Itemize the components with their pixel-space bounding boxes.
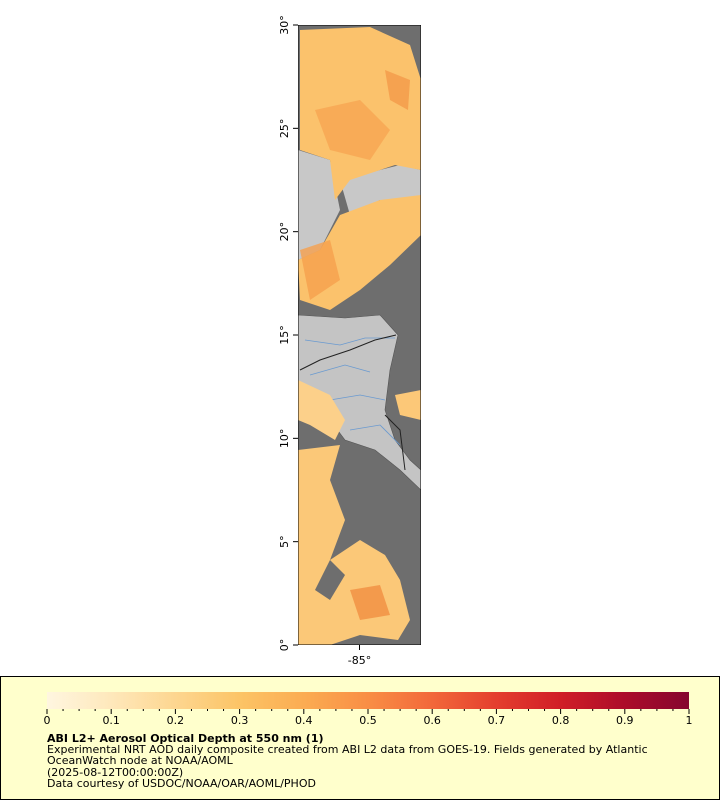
lat-tick-label: 5° — [278, 535, 291, 548]
aerosol-field — [350, 585, 390, 620]
colorbar-tick-label: 0.8 — [552, 714, 570, 727]
lat-tick-label: 10° — [278, 429, 291, 449]
lat-tick-label: 0° — [278, 639, 291, 652]
colorbar-tick-label: 0.5 — [359, 714, 377, 727]
colorbar-tick-label: 0.7 — [488, 714, 506, 727]
colorbar-tick-label: 0 — [44, 714, 51, 727]
aerosol-field — [395, 390, 421, 420]
lat-tick-label: 15° — [278, 325, 291, 345]
colorbar-tick-label: 0.3 — [231, 714, 249, 727]
legend-title: ABI L2+ Aerosol Optical Depth at 550 nm … — [47, 732, 324, 745]
lon-tick-label: -85° — [348, 654, 371, 667]
lat-tick-label: 25° — [278, 119, 291, 139]
aerosol-field — [300, 240, 340, 300]
land — [298, 150, 340, 260]
clear-gap — [315, 560, 345, 600]
colorbar-tick-label: 1 — [686, 714, 693, 727]
colorbar-tick-label: 0.1 — [102, 714, 120, 727]
legend-line: Experimental NRT AOD daily composite cre… — [47, 743, 648, 756]
colorbar-tick-label: 0.4 — [295, 714, 313, 727]
lat-tick-label: 30° — [278, 15, 291, 35]
legend-line: Data courtesy of USDOC/NOAA/OAR/AOML/PHO… — [47, 777, 316, 790]
colorbar — [47, 692, 689, 709]
aerosol-field — [298, 380, 345, 440]
colorbar-tick-label: 0.9 — [616, 714, 634, 727]
rivers — [304, 337, 401, 446]
colorbar-tick-label: 0.2 — [167, 714, 185, 727]
legend-line: (2025-08-12T00:00:00Z) — [47, 766, 183, 779]
aerosol-field — [315, 100, 390, 160]
land — [340, 165, 421, 215]
colorbar-tick-label: 0.6 — [423, 714, 441, 727]
lat-tick-label: 20° — [278, 222, 291, 242]
legend-line: OceanWatch node at NOAA/AOML — [47, 754, 234, 767]
aerosol-field — [385, 70, 410, 110]
border — [299, 334, 406, 471]
map-area — [298, 25, 421, 645]
